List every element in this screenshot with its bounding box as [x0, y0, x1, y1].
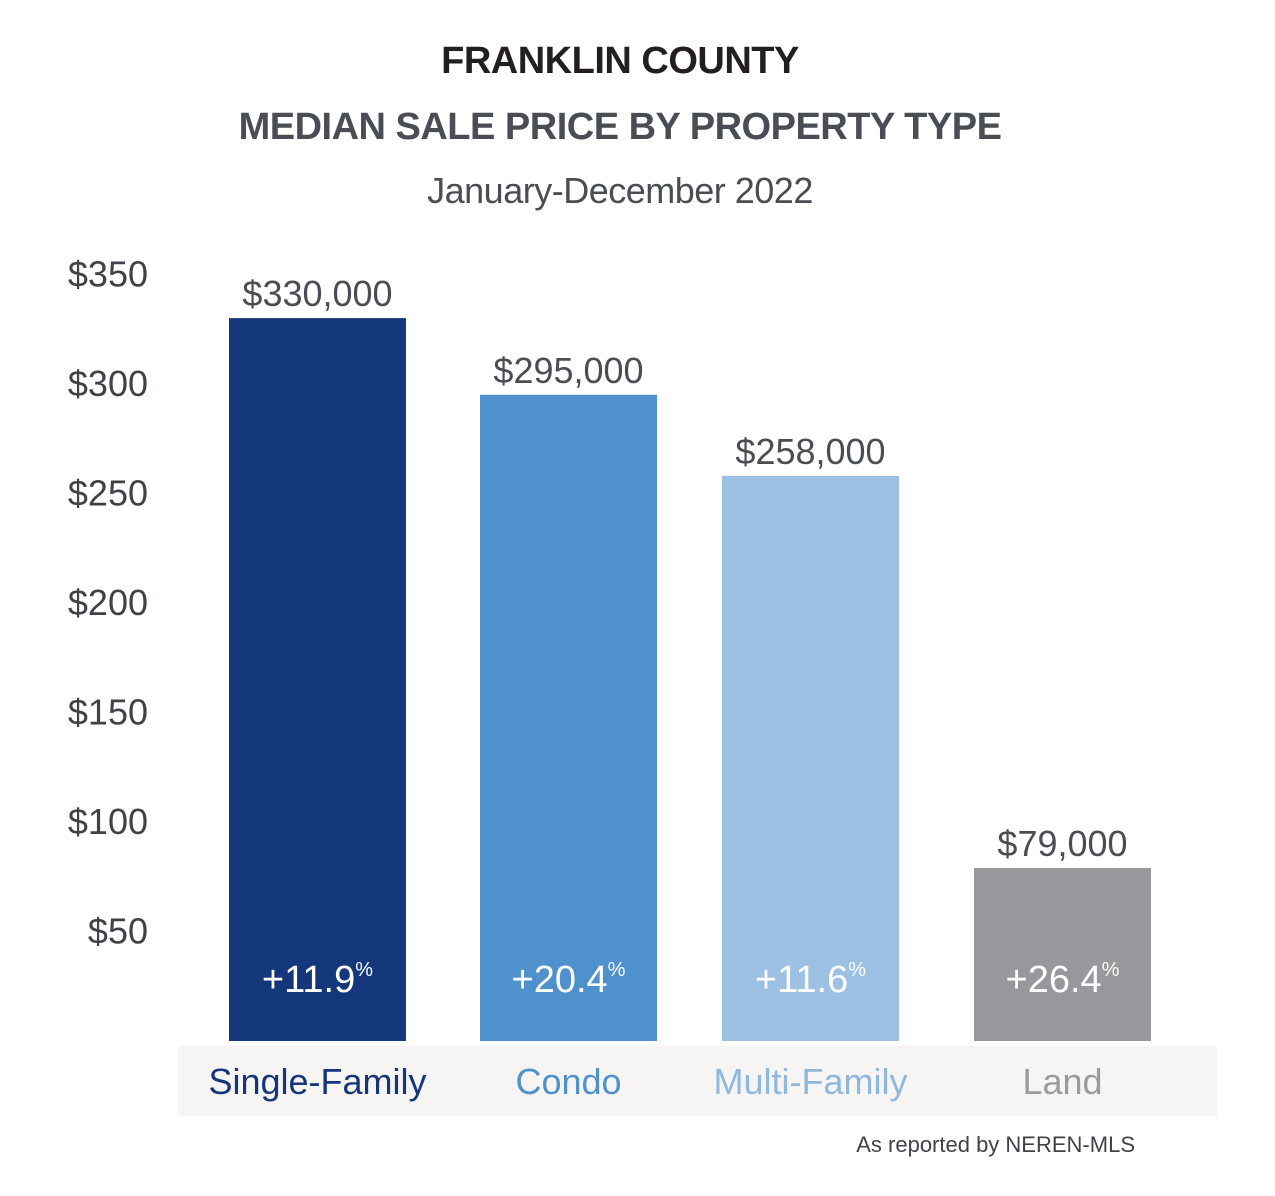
- percent-sign: %: [1102, 959, 1120, 981]
- bar-multi-family: [722, 475, 899, 1041]
- category-axis-band: [178, 1046, 1217, 1116]
- chart-title-secondary: MEDIAN SALE PRICE BY PROPERTY TYPE: [238, 106, 1002, 148]
- bar-land: [974, 867, 1151, 1041]
- y-tick-label: $300: [68, 363, 148, 404]
- percent-change-value: +20.4: [512, 959, 608, 1001]
- chart-title: FRANKLIN COUNTY: [441, 40, 799, 82]
- percent-change-label: +11.6%: [755, 959, 866, 1001]
- x-category-label: Condo: [515, 1061, 621, 1102]
- percent-sign: %: [608, 959, 626, 981]
- percent-change-label: +11.9%: [262, 959, 373, 1001]
- x-category-label: Land: [1022, 1061, 1102, 1102]
- y-tick-label: $150: [68, 691, 148, 732]
- y-tick-label: $200: [68, 582, 148, 623]
- percent-change-label: +20.4%: [512, 959, 626, 1001]
- percent-change-label: +26.4%: [1006, 959, 1120, 1001]
- percent-change-value: +26.4: [1006, 959, 1102, 1001]
- y-tick-label: $50: [88, 910, 148, 951]
- percent-change-value: +11.6: [755, 959, 848, 1001]
- y-tick-label: $250: [68, 472, 148, 513]
- y-tick-label: $100: [68, 801, 148, 842]
- bar-single-family: [229, 318, 406, 1041]
- x-category-label: Single-Family: [208, 1061, 426, 1102]
- x-category-label: Multi-Family: [714, 1061, 908, 1102]
- y-tick-label: $350: [68, 253, 148, 294]
- data-label: $330,000: [242, 273, 392, 314]
- percent-change-value: +11.9: [262, 959, 355, 1001]
- bar-condo: [480, 394, 657, 1041]
- source-footnote: As reported by NEREN-MLS: [856, 1132, 1135, 1157]
- data-label: $258,000: [735, 431, 885, 472]
- chart-subtitle: January-December 2022: [427, 170, 813, 211]
- percent-sign: %: [355, 959, 373, 981]
- data-label: $295,000: [493, 350, 643, 391]
- data-label: $79,000: [997, 823, 1127, 864]
- percent-sign: %: [848, 959, 866, 981]
